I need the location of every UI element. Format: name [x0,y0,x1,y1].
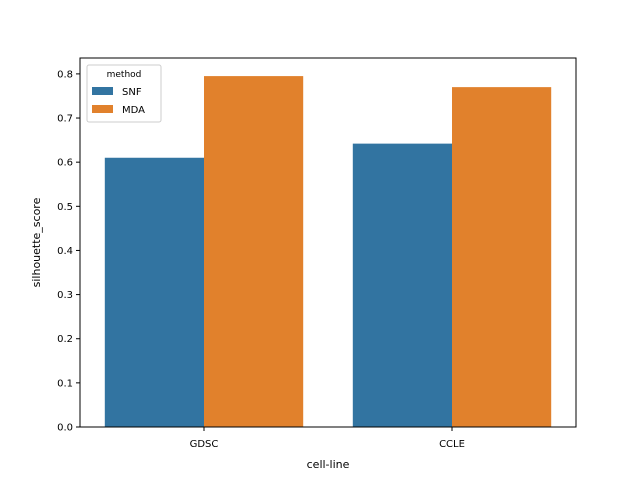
x-tick-label-ccle: CCLE [439,439,465,450]
bar-mda-ccle [452,87,552,427]
legend-swatch-snf [92,87,113,95]
legend-swatch-mda [92,105,113,113]
legend-label-snf: SNF [122,87,142,98]
bars-group [104,76,552,427]
y-tick-label: 0.1 [57,378,73,389]
legend-label-mda: MDA [122,105,145,116]
x-tick-label-gdsc: GDSC [190,439,219,450]
y-tick-label: 0.4 [57,246,73,257]
y-tick-label: 0.7 [57,114,73,125]
y-tick-label: 0.6 [57,158,73,169]
legend: method SNF MDA [86,64,162,123]
y-tick-label: 0.8 [57,69,73,80]
bar-snf-ccle [352,143,452,427]
y-tick-label: 0.2 [57,334,73,345]
y-tick-label: 0.3 [57,290,73,301]
x-axis-label: cell-line [307,458,350,471]
y-tick-label: 0.5 [57,202,73,213]
bar-snf-gdsc [104,157,204,427]
bar-mda-gdsc [204,76,304,427]
plot-frame [79,57,577,428]
y-tick-label: 0.0 [57,423,73,434]
x-axis-ticks: GDSC CCLE [190,427,465,450]
y-axis-label: silhouette_score [30,197,43,287]
y-axis-ticks: 0.0 0.1 0.2 0.3 0.4 0.5 0.6 0.7 0.8 [57,69,80,434]
legend-title: method [107,70,142,80]
legend-items: SNF MDA [92,87,145,116]
